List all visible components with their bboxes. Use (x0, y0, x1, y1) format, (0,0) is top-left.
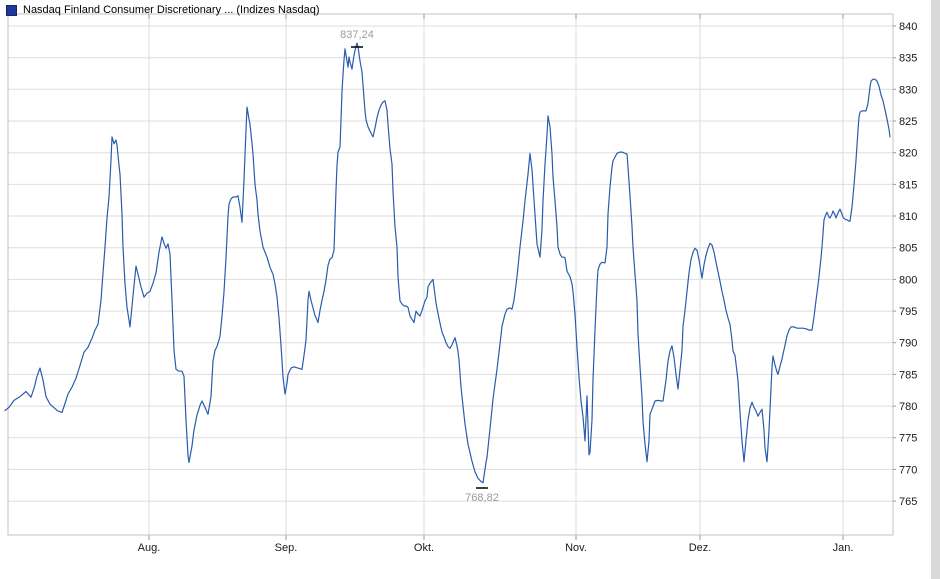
scrollbar-track[interactable] (931, 0, 940, 579)
y-axis-label: 765 (899, 496, 917, 508)
y-axis-label: 835 (899, 53, 917, 65)
price-line (4, 42, 891, 484)
y-axis-label: 820 (899, 148, 917, 160)
x-axis-label: Aug. (138, 542, 161, 554)
series-marker-icon (6, 4, 17, 16)
chart-title: Nasdaq Finland Consumer Discretionary ..… (23, 4, 320, 16)
y-axis-label: 785 (899, 369, 917, 381)
y-axis-label: 805 (899, 243, 917, 255)
y-axis-label: 815 (899, 179, 917, 191)
y-axis-label: 830 (899, 84, 917, 96)
low-value-label: 768,82 (465, 492, 499, 504)
y-axis-label: 780 (899, 401, 917, 413)
y-axis-label: 840 (899, 21, 917, 33)
y-axis-label: 795 (899, 306, 917, 318)
y-axis-label: 800 (899, 274, 917, 286)
plot-border (7, 13, 894, 536)
high-value-label: 837,24 (340, 29, 374, 41)
x-axis-label: Dez. (689, 542, 712, 554)
x-axis-label: Nov. (565, 542, 587, 554)
y-axis-label: 790 (899, 338, 917, 350)
y-axis-label: 770 (899, 464, 917, 476)
y-axis-label: 825 (899, 116, 917, 128)
x-axis-label: Sep. (275, 542, 298, 554)
x-axis-label: Okt. (414, 542, 434, 554)
y-axis-label: 810 (899, 211, 917, 223)
chart-header: Nasdaq Finland Consumer Discretionary ..… (6, 3, 320, 17)
y-axis-label: 775 (899, 433, 917, 445)
x-axis-label: Jan. (833, 542, 854, 554)
